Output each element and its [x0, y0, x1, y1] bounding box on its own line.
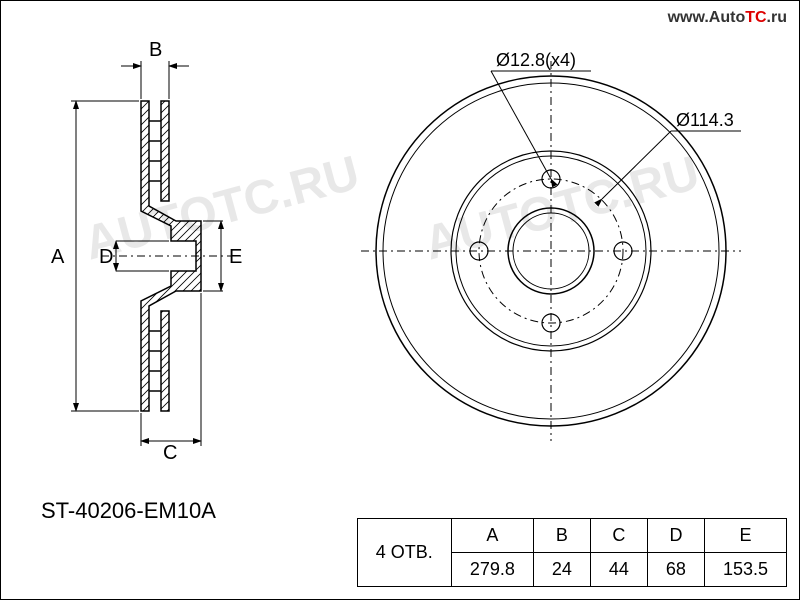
logo-url: www.AutoTC.ru: [668, 9, 787, 27]
drawing-container: www.AutoTC.ru AUTOTC.RU AUTOTC.RU: [0, 0, 800, 600]
header-b: B: [533, 519, 590, 553]
dimension-table: 4 ОТВ. A B C D E 279.8 24 44 68 153.5: [357, 518, 787, 587]
hole-dia-label: Ø12.8(x4): [496, 50, 576, 70]
value-c: 44: [590, 553, 647, 587]
front-view: Ø12.8(x4) Ø114.3: [341, 41, 761, 461]
pitch-dia-label: Ø114.3: [676, 110, 734, 130]
logo-tc: TC: [745, 9, 766, 26]
value-a: 279.8: [451, 553, 533, 587]
header-c: C: [590, 519, 647, 553]
logo-prefix: www.Auto: [668, 9, 746, 26]
value-d: 68: [647, 553, 704, 587]
side-view: A B C D E: [41, 41, 301, 461]
header-e: E: [704, 519, 786, 553]
dim-c-label: C: [163, 442, 177, 464]
dim-a-label: A: [51, 246, 65, 268]
holes-cell: 4 ОТВ.: [357, 519, 451, 587]
header-a: A: [451, 519, 533, 553]
side-view-svg: A B C D E: [41, 41, 301, 461]
dim-d-label: D: [99, 246, 113, 268]
header-d: D: [647, 519, 704, 553]
table-row: 4 ОТВ. A B C D E: [357, 519, 786, 553]
logo-suffix: .ru: [767, 9, 787, 26]
dim-b-label: B: [149, 39, 162, 61]
value-e: 153.5: [704, 553, 786, 587]
front-view-svg: Ø12.8(x4) Ø114.3: [341, 41, 761, 461]
value-b: 24: [533, 553, 590, 587]
part-number: ST-40206-EM10A: [41, 498, 216, 524]
dim-e-label: E: [229, 246, 242, 268]
